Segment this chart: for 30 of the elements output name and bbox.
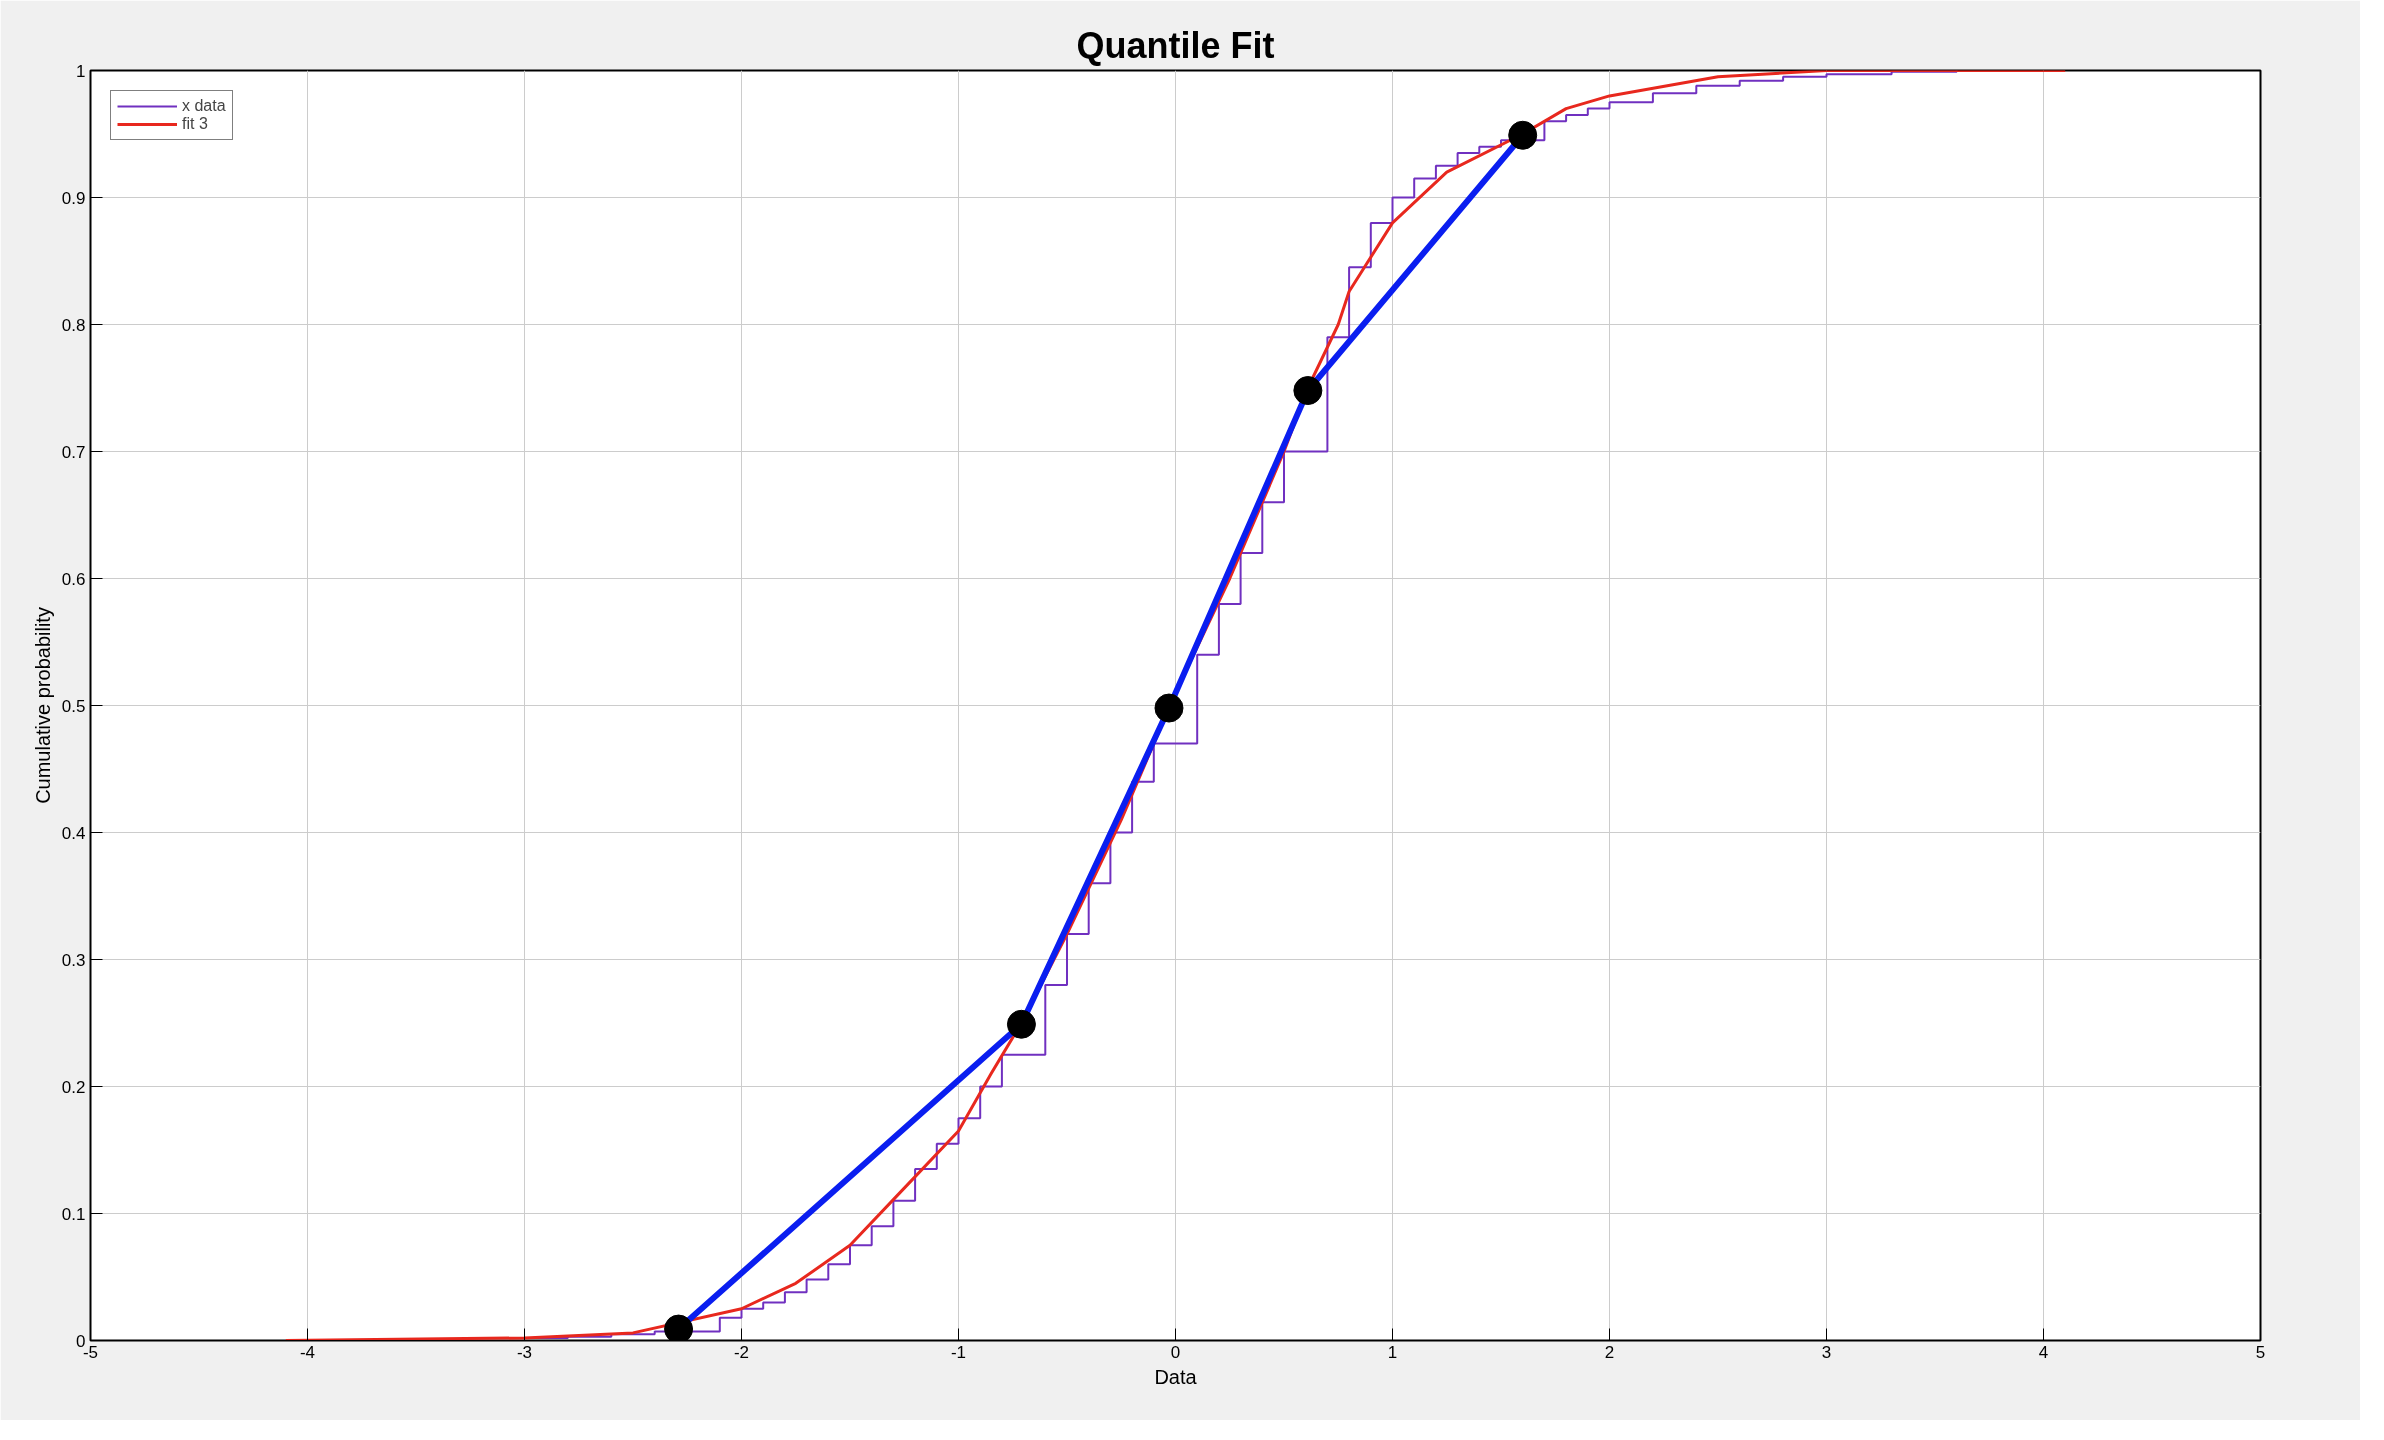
x-tick-label: 0 bbox=[1170, 1342, 1181, 1362]
x-tick-label: 5 bbox=[2255, 1342, 2266, 1362]
y-tick-label: 0.7 bbox=[61, 442, 86, 462]
point bbox=[1154, 693, 1184, 723]
point bbox=[1006, 1009, 1036, 1039]
x-tick-label: -3 bbox=[516, 1342, 533, 1362]
y-tick-label: 0.5 bbox=[61, 696, 86, 716]
x-tick-label: -1 bbox=[950, 1342, 967, 1362]
x-tick-label: 2 bbox=[1604, 1342, 1615, 1362]
point bbox=[1293, 376, 1323, 406]
y-tick-label: 1 bbox=[76, 61, 86, 81]
y-tick-label: 0.6 bbox=[61, 569, 86, 589]
y-tick-label: 0.8 bbox=[61, 315, 86, 335]
legend-label: fit 3 bbox=[182, 115, 208, 133]
y-tick-label: 0.2 bbox=[61, 1077, 86, 1097]
chart-title: Quantile Fit bbox=[1076, 24, 1275, 66]
legend-label: x data bbox=[182, 97, 226, 115]
x-axis-title: Data bbox=[1154, 1365, 1198, 1388]
point bbox=[1508, 120, 1538, 150]
x-tick-label: -2 bbox=[733, 1342, 750, 1362]
x-tick-label: 4 bbox=[2038, 1342, 2049, 1362]
y-tick-label: 0.1 bbox=[61, 1204, 86, 1224]
y-tick-label: 0.3 bbox=[61, 950, 86, 970]
x-tick-label: 3 bbox=[1821, 1342, 1832, 1362]
y-tick-label: 0.4 bbox=[61, 823, 86, 843]
point bbox=[664, 1314, 694, 1341]
x-tick-label: 1 bbox=[1387, 1342, 1398, 1362]
y-axis-title: Cumulative probability bbox=[31, 607, 54, 804]
y-tick-label: 0.9 bbox=[61, 188, 86, 208]
x-tick-label: -4 bbox=[299, 1342, 316, 1362]
